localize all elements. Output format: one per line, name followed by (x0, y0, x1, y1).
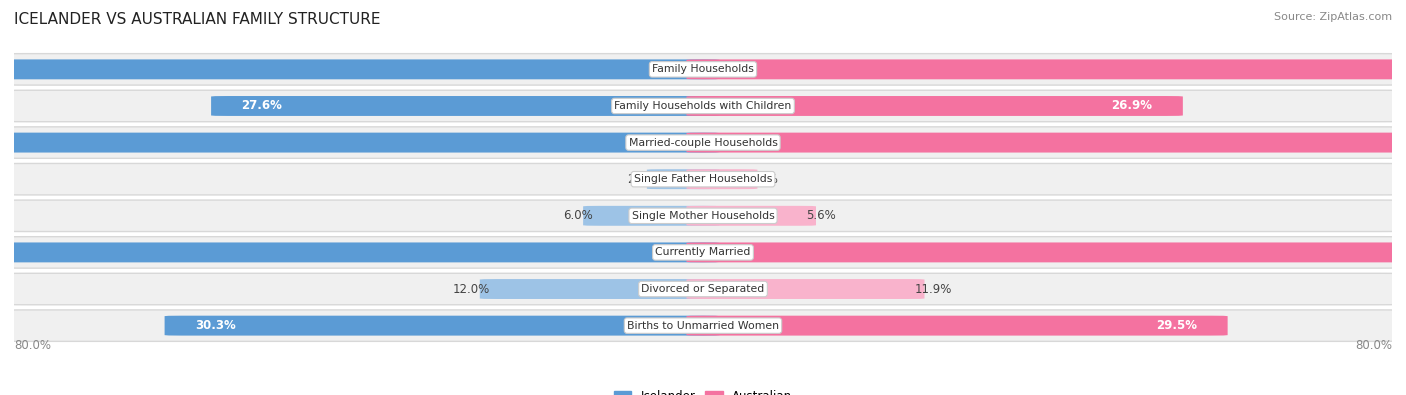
FancyBboxPatch shape (479, 279, 720, 299)
Text: Family Households with Children: Family Households with Children (614, 101, 792, 111)
FancyBboxPatch shape (686, 206, 815, 226)
Text: Births to Unmarried Women: Births to Unmarried Women (627, 321, 779, 331)
Text: Family Households: Family Households (652, 64, 754, 74)
FancyBboxPatch shape (686, 279, 925, 299)
Text: 27.6%: 27.6% (242, 100, 283, 113)
Text: 80.0%: 80.0% (14, 339, 51, 352)
Legend: Icelander, Australian: Icelander, Australian (609, 385, 797, 395)
Text: 5.6%: 5.6% (806, 209, 837, 222)
FancyBboxPatch shape (583, 206, 720, 226)
FancyBboxPatch shape (686, 133, 1406, 152)
FancyBboxPatch shape (0, 237, 1406, 268)
FancyBboxPatch shape (686, 96, 1182, 116)
Text: 2.3%: 2.3% (627, 173, 657, 186)
Text: Divorced or Separated: Divorced or Separated (641, 284, 765, 294)
FancyBboxPatch shape (0, 273, 1406, 305)
FancyBboxPatch shape (686, 59, 1406, 79)
Text: 29.5%: 29.5% (1156, 319, 1198, 332)
Text: 26.9%: 26.9% (1112, 100, 1153, 113)
Text: 2.2%: 2.2% (748, 173, 778, 186)
FancyBboxPatch shape (0, 59, 720, 79)
FancyBboxPatch shape (0, 54, 1406, 85)
FancyBboxPatch shape (686, 316, 1227, 336)
FancyBboxPatch shape (165, 316, 720, 336)
Text: 80.0%: 80.0% (1355, 339, 1392, 352)
Text: ICELANDER VS AUSTRALIAN FAMILY STRUCTURE: ICELANDER VS AUSTRALIAN FAMILY STRUCTURE (14, 12, 381, 27)
Text: Currently Married: Currently Married (655, 247, 751, 258)
Text: 11.9%: 11.9% (915, 282, 952, 295)
Text: 30.3%: 30.3% (195, 319, 236, 332)
FancyBboxPatch shape (0, 133, 720, 152)
Text: Source: ZipAtlas.com: Source: ZipAtlas.com (1274, 12, 1392, 22)
FancyBboxPatch shape (0, 90, 1406, 122)
FancyBboxPatch shape (0, 310, 1406, 341)
FancyBboxPatch shape (211, 96, 720, 116)
Text: 6.0%: 6.0% (562, 209, 593, 222)
FancyBboxPatch shape (686, 169, 758, 189)
FancyBboxPatch shape (0, 243, 720, 262)
Text: 12.0%: 12.0% (453, 282, 489, 295)
Text: Married-couple Households: Married-couple Households (628, 137, 778, 148)
FancyBboxPatch shape (686, 243, 1406, 262)
FancyBboxPatch shape (0, 164, 1406, 195)
Text: Single Mother Households: Single Mother Households (631, 211, 775, 221)
FancyBboxPatch shape (0, 127, 1406, 158)
FancyBboxPatch shape (0, 200, 1406, 231)
FancyBboxPatch shape (647, 169, 720, 189)
Text: Single Father Households: Single Father Households (634, 174, 772, 184)
